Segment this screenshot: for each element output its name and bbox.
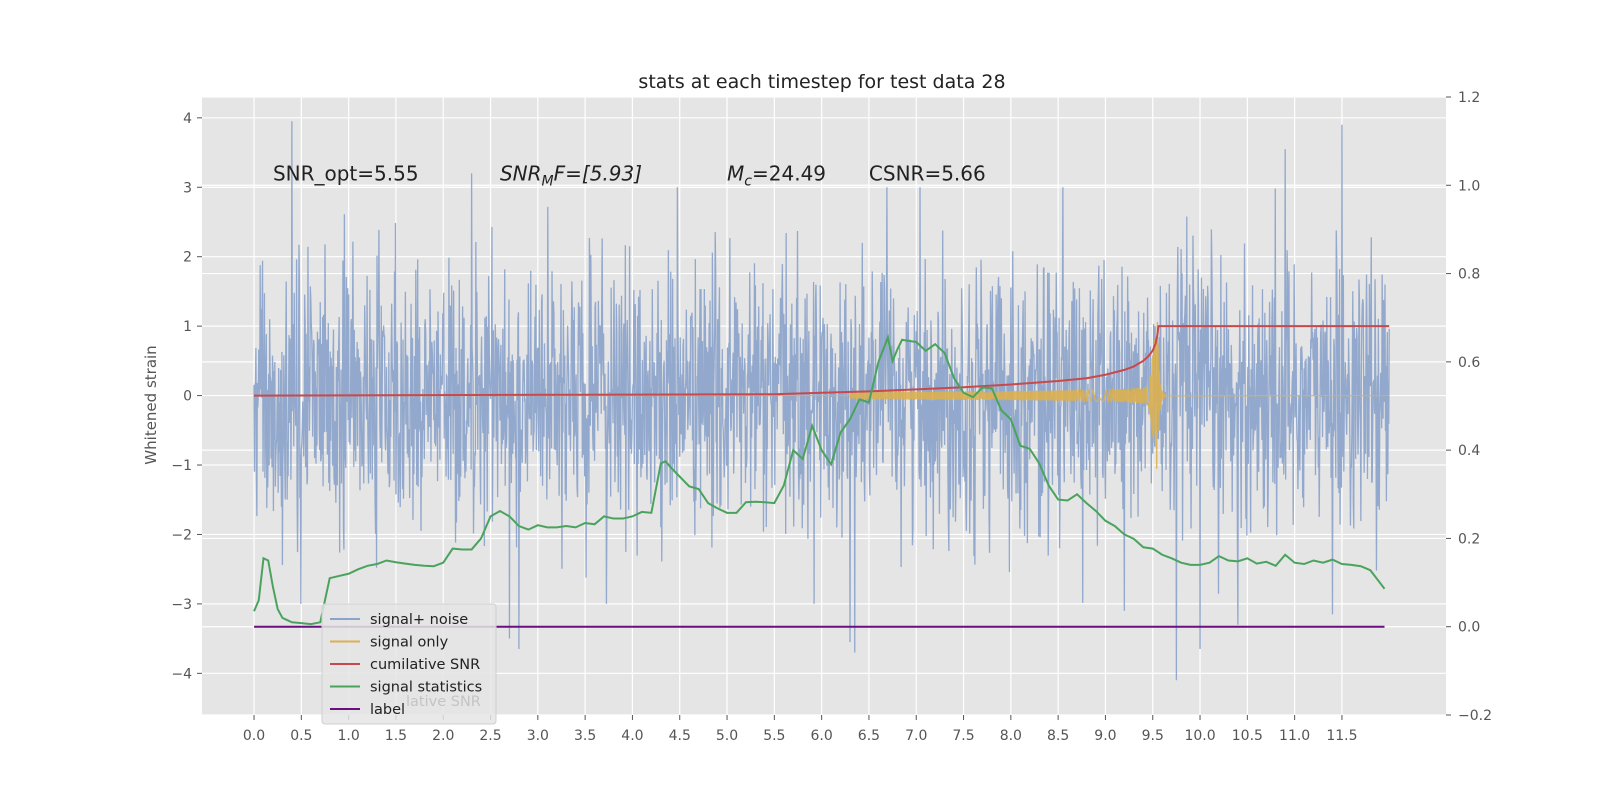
x-tick-label: 4.5 (669, 728, 691, 744)
legend-ghost-text: lative SNR (406, 694, 481, 710)
x-tick-label: 10.5 (1232, 728, 1263, 744)
x-tick-label: 1.0 (337, 728, 359, 744)
x-tick-label: 11.0 (1279, 728, 1310, 744)
x-tick-label: 4.0 (621, 728, 643, 744)
series-signal-plus-noise (253, 121, 1390, 681)
x-tick-label: 3.0 (527, 728, 549, 744)
x-tick-label: 6.5 (858, 728, 880, 744)
y2-tick-label: 0.4 (1458, 443, 1480, 459)
chart-title: stats at each timestep for test data 28 (638, 71, 1005, 93)
y-tick-label: 2 (183, 250, 192, 266)
y-tick-label: 3 (183, 180, 192, 196)
y-axis: 4 3 2 1 0 −1 −2 −3 −4 (171, 111, 202, 682)
series-signal-statistics (253, 334, 1386, 626)
x-tick-label: 11.5 (1326, 728, 1357, 744)
y2-tick-label: 0.0 (1458, 620, 1480, 636)
annotation: SNRMF=[5.93] (500, 161, 642, 189)
x-tick-label: 7.0 (905, 728, 927, 744)
annotations: SNR_opt=5.55 SNRMF=[5.93] Mc=24.49 CSNR=5.6… (273, 161, 986, 189)
y-tick-label: −2 (171, 527, 192, 543)
legend: lative SNR signal+ noise signal only cumila… (321, 603, 497, 725)
legend-entry: cumilative SNR (370, 657, 480, 673)
series-signal-only (254, 321, 1390, 469)
x-tick-label: 8.0 (1000, 728, 1022, 744)
legend-entry: signal+ noise (370, 612, 468, 628)
annotation: SNR_opt=5.55 (273, 161, 419, 185)
y-tick-label: 1 (183, 319, 192, 335)
legend-entry: signal statistics (370, 680, 482, 696)
y-tick-label: −4 (171, 666, 192, 682)
y-tick-label: −3 (171, 597, 192, 613)
x-tick-label: 7.5 (952, 728, 974, 744)
x-tick-label: 5.5 (763, 728, 785, 744)
x-tick-label: 2.5 (479, 728, 501, 744)
y2-tick-label: 0.6 (1458, 355, 1480, 371)
x-tick-label: 9.5 (1142, 728, 1164, 744)
x-tick-label: 0.0 (243, 728, 265, 744)
legend-entry: signal only (370, 635, 449, 651)
y2-tick-label: −0.2 (1458, 708, 1492, 724)
x-tick-label: 1.5 (385, 728, 407, 744)
y2-tick-label: 1.2 (1458, 90, 1480, 106)
x-tick-label: 5.0 (716, 728, 738, 744)
y-tick-label: −1 (171, 458, 192, 474)
legend-entry: label (370, 702, 405, 718)
y-tick-label: 0 (183, 389, 192, 405)
x-tick-label: 9.0 (1094, 728, 1116, 744)
y2-tick-label: 0.2 (1458, 531, 1480, 547)
series-cumilative-snr (254, 325, 1390, 397)
annotation: Mc=24.49 (727, 161, 826, 189)
y2-axis: 1.2 1.0 0.8 0.6 0.4 0.2 0.0 −0.2 (1446, 90, 1492, 724)
x-tick-label: 3.5 (574, 728, 596, 744)
y2-tick-label: 1.0 (1458, 178, 1480, 194)
y-axis-label: Whitened strain (142, 345, 160, 464)
x-tick-label: 6.0 (811, 728, 833, 744)
y-tick-label: 4 (183, 111, 192, 127)
x-tick-label: 2.0 (432, 728, 454, 744)
x-tick-label: 0.5 (290, 728, 312, 744)
x-tick-label: 10.0 (1184, 728, 1215, 744)
annotation: CSNR=5.66 (869, 161, 986, 185)
legend-box (321, 603, 497, 725)
x-axis: 0.0 0.5 1.0 1.5 2.0 2.5 3.0 3.5 4.0 4.5 5.0 5.5 6.0 6… (243, 715, 1358, 744)
y2-tick-label: 0.8 (1458, 267, 1480, 283)
x-tick-label: 8.5 (1047, 728, 1069, 744)
